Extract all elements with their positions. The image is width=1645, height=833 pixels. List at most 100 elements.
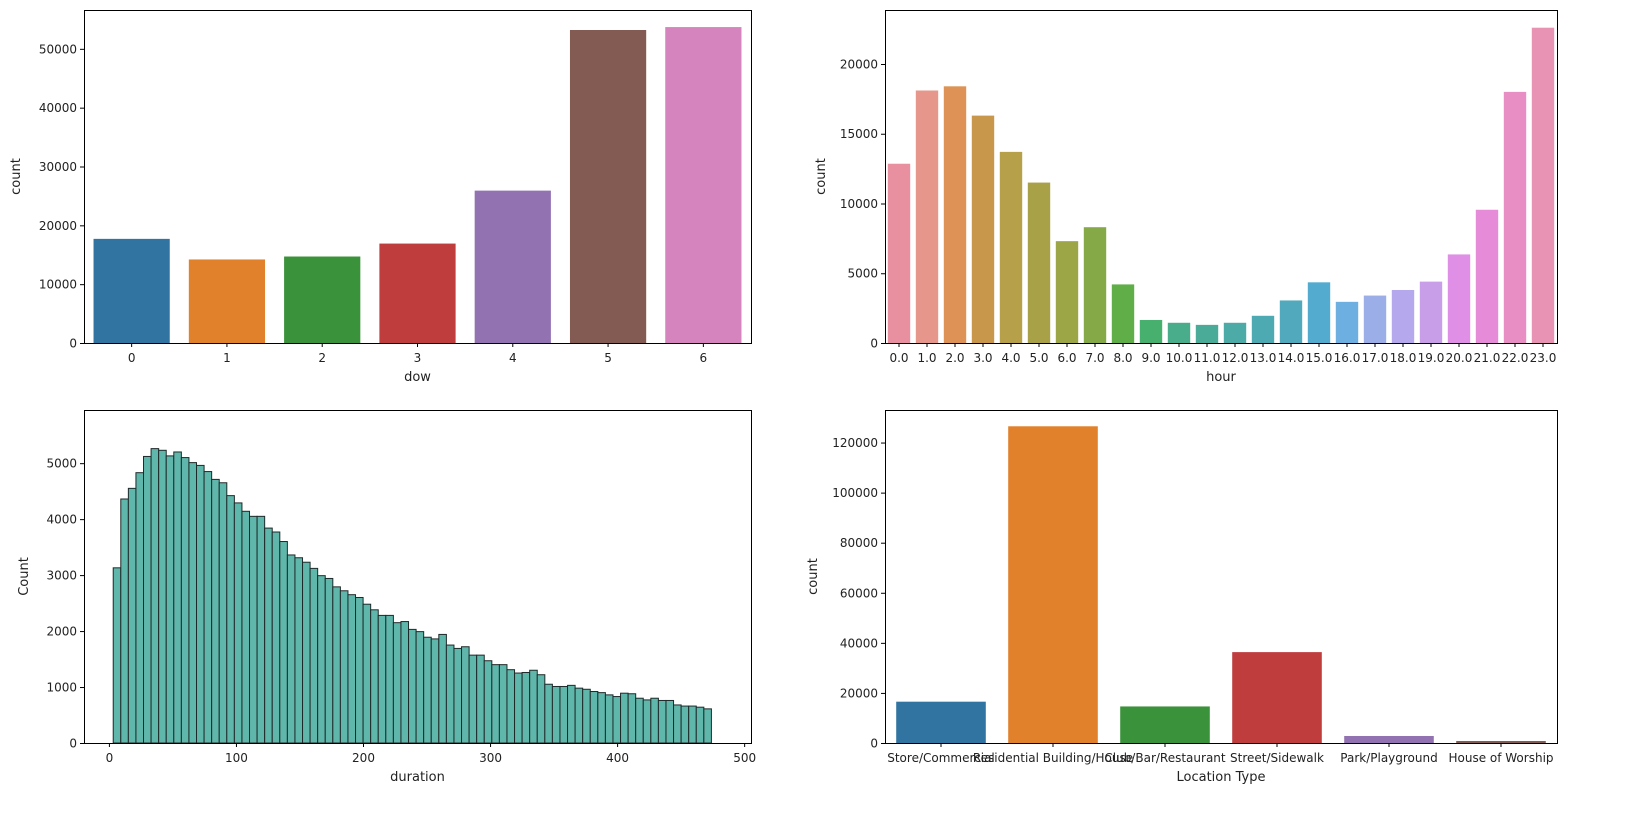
x-axis-label: hour [1206,370,1236,385]
histogram-bar [483,660,493,744]
histogram-bar [498,664,508,744]
y-tick-label: 1000 [46,681,77,695]
x-tick-label: 22.0 [1502,351,1529,365]
y-axis-label: count [806,558,821,595]
x-tick-label: 3.0 [973,351,992,365]
bar [1195,324,1219,343]
x-tick-label: Club/Bar/Restaurant [1104,751,1226,765]
histogram-bar [703,708,712,744]
bar [1503,91,1527,343]
x-axis-label: dow [404,370,431,385]
bar [1139,319,1163,343]
x-tick-label: 2.0 [945,351,964,365]
y-tick-label: 20000 [840,57,878,71]
histogram-bar [635,697,644,744]
histogram-bar [158,449,167,744]
x-tick-label: 16.0 [1334,351,1361,365]
histogram-bar [377,614,387,744]
histogram-bar [491,664,500,744]
histogram-bar [665,699,675,744]
y-tick-label: 20000 [39,219,77,233]
histogram-bar [347,594,357,744]
x-tick-label: 13.0 [1250,351,1277,365]
histogram-bar [370,609,379,744]
bar [1251,315,1275,343]
axes-frame [84,10,752,344]
bar [1232,652,1322,743]
histogram-bar [324,577,334,744]
x-tick-label: 23.0 [1530,351,1557,365]
histogram-bar [173,451,182,744]
histogram-bar [226,495,235,744]
bar [1167,322,1191,343]
histogram-bar [271,531,281,744]
histogram-bar [196,464,205,744]
histogram-bar [688,705,697,744]
bar [896,701,986,743]
histogram-bar [559,685,569,744]
histogram-bar [604,694,614,744]
bar [1475,209,1499,343]
bar [1083,227,1107,343]
histogram-bar [438,633,447,744]
histogram-bar [317,575,326,744]
histogram-bar [211,478,220,744]
histogram-bar [423,636,432,744]
histogram-bar [597,692,606,744]
y-tick-label: 5000 [46,457,77,471]
histogram-bar [408,628,417,744]
x-tick-label: 500 [733,751,756,765]
histogram-bar [309,567,319,744]
histogram-bar [180,457,190,744]
bar [1223,322,1247,343]
histogram-bar [529,669,538,744]
x-tick-label: 0.0 [889,351,908,365]
histogram-bar [332,586,341,744]
x-tick-label: 1 [223,351,231,365]
histogram-bar [165,455,175,744]
y-tick-label: 10000 [39,278,77,292]
x-tick-label: Residential Building/House [973,751,1133,765]
y-tick-label: 20000 [840,686,878,700]
histogram-bar [127,487,137,744]
histogram-bar [143,455,152,744]
histogram-bar [249,515,258,744]
bar [284,256,361,343]
x-tick-label: 3 [414,351,422,365]
x-tick-label: 400 [606,751,629,765]
y-tick-label: 40000 [840,636,878,650]
x-tick-label: 21.0 [1474,351,1501,365]
x-tick-label: 5 [604,351,612,365]
histogram-bar [279,541,288,744]
x-tick-label: 0 [106,751,114,765]
histogram-bar [589,691,599,744]
chart-dow: 0 1 2 3 4 5 6 0 10000 20000 30000 40000 50000 dow co… [9,10,752,385]
x-axis-label: duration [390,770,445,785]
histogram-bar [188,462,198,744]
histogram-bar [650,697,659,744]
histogram-bar [627,693,637,744]
y-tick-label: 3000 [46,569,77,583]
y-tick-label: 4000 [46,513,77,527]
x-tick-label: 15.0 [1306,351,1333,365]
bar [569,30,647,343]
y-tick-label: 120000 [832,436,878,450]
histogram-bar [468,654,478,744]
axes-frame [885,410,1558,744]
y-tick-label: 0 [69,337,77,351]
histogram-bar [385,614,394,744]
x-tick-label: 9.0 [1141,351,1160,365]
y-tick-label: 40000 [39,101,77,115]
x-tick-label: 7.0 [1085,351,1104,365]
y-tick-label: 80000 [840,536,878,550]
y-axis-label: Count [17,557,32,596]
histogram-bar [574,687,584,744]
bar [943,86,967,343]
y-tick-label: 2000 [46,625,77,639]
bar [887,163,911,343]
bar [1335,301,1359,343]
bar [474,190,551,343]
histogram-bar [506,669,516,744]
x-tick-label: 17.0 [1362,351,1389,365]
